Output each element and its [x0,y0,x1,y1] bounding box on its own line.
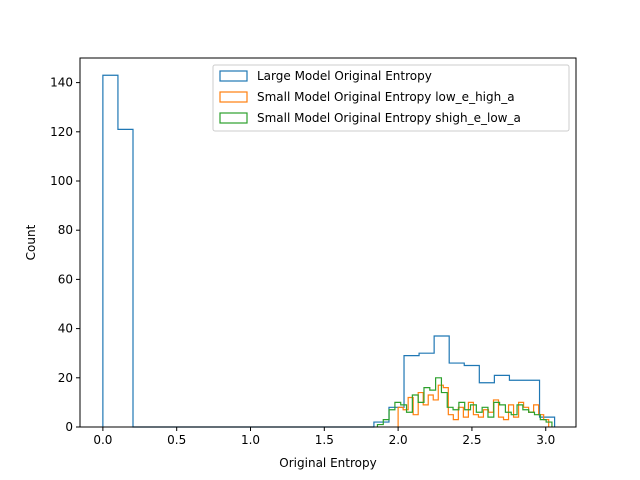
legend-entry-1: Large Model Original Entropy [257,69,432,83]
histogram-series-3 [376,377,553,427]
y-tick-label: 20 [58,371,73,385]
x-tick-label: 1.5 [315,433,334,447]
y-tick-label: 120 [50,125,73,139]
plot-frame [79,57,577,428]
legend-swatch-3 [219,112,248,124]
x-tick-label: 0.0 [93,433,112,447]
y-tick-label: 60 [58,272,73,286]
x-tick-label: 3.0 [536,433,555,447]
x-axis-label: Original Entropy [279,456,376,470]
y-tick-label: 0 [65,420,73,434]
x-tick-label: 2.0 [389,433,408,447]
y-tick-label: 100 [50,174,73,188]
y-tick-label: 80 [58,223,73,237]
legend-entry-2: Small Model Original Entropy low_e_high_… [257,90,515,104]
legend-swatch-2 [219,91,248,103]
legend: Large Model Original Entropy Small Model … [212,64,570,132]
x-axis-ticks: 0.0 0.5 1.0 1.5 2.0 2.5 3.0 [93,427,555,447]
y-axis-label: Count [24,224,38,260]
legend-swatch-1 [219,70,248,82]
y-axis-ticks: 0 20 40 60 80 100 120 140 [50,76,80,434]
y-tick-label: 140 [50,76,73,90]
x-tick-label: 2.5 [462,433,481,447]
legend-entry-3: Small Model Original Entropy shigh_e_low… [257,111,521,125]
histogram-series-2 [397,384,550,427]
legend-box [212,64,570,132]
y-tick-label: 40 [58,322,73,336]
x-tick-label: 1.0 [241,433,260,447]
x-tick-label: 0.5 [167,433,186,447]
